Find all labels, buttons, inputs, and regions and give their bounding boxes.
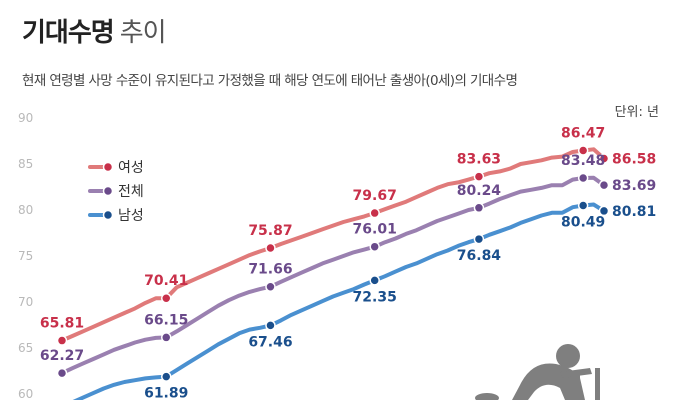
y-tick-label: 60 (18, 387, 33, 400)
series-line-2 (72, 202, 606, 400)
data-point (577, 172, 589, 184)
y-tick-label: 80 (18, 203, 33, 217)
data-label: 75.87 (248, 223, 292, 239)
cane-left (575, 370, 580, 400)
elderly-with-cane-figure (475, 344, 600, 400)
data-label: 83.63 (457, 152, 501, 168)
data-labels: 65.81 70.41 75.87 79.67 83.63 86.47 86.58 62.27… (40, 125, 656, 400)
data-point (369, 207, 380, 219)
data-label-last: 80.81 (612, 204, 656, 220)
figure-body (512, 363, 585, 400)
data-point (160, 371, 172, 382)
data-label: 61.89 (144, 386, 188, 400)
data-point (577, 145, 589, 156)
series-lines (56, 145, 610, 400)
y-tick-label: 75 (18, 249, 33, 263)
y-axis: 60 65 70 75 80 85 90 (18, 111, 33, 400)
data-label: 80.49 (561, 214, 605, 230)
unit-label: 단위: 년 (614, 105, 659, 120)
legend-label: 남성 (118, 208, 144, 224)
data-point (473, 233, 485, 245)
cane-right (595, 368, 600, 400)
data-label: 67.46 (248, 334, 292, 350)
data-label: 79.67 (353, 188, 397, 204)
data-label: 83.48 (561, 153, 605, 169)
y-tick-label: 70 (18, 295, 33, 309)
data-point-last (598, 179, 610, 191)
data-point (265, 281, 276, 292)
data-point (473, 202, 485, 214)
data-label: 86.47 (561, 125, 605, 141)
data-point (56, 335, 68, 346)
chart-title: 기대수명 추이 (22, 12, 167, 49)
legend-dot (102, 161, 114, 173)
data-label: 70.41 (144, 273, 188, 289)
data-label: 76.01 (353, 222, 397, 238)
chart-title-sub: 추이 (119, 18, 167, 48)
legend-dot (102, 209, 114, 221)
data-label: 72.35 (353, 289, 397, 305)
legend-dot (102, 185, 114, 197)
data-label: 71.66 (248, 262, 292, 278)
chart-title-main: 기대수명 (22, 18, 115, 48)
data-point (369, 275, 380, 286)
series-line-0 (60, 147, 606, 343)
data-point (160, 332, 172, 343)
data-label: 76.84 (457, 248, 502, 264)
data-label: 62.27 (40, 348, 84, 364)
data-label: 66.15 (144, 312, 188, 328)
data-point (577, 200, 589, 211)
legend-label: 여성 (118, 160, 144, 176)
data-point (160, 292, 172, 304)
data-label-last: 83.69 (612, 178, 656, 194)
data-label: 65.81 (40, 316, 84, 332)
chart-subtitle: 현재 연령별 사망 수준이 유지된다고 가정했을 때 해당 연도에 태어난 출생… (22, 73, 518, 89)
y-tick-label: 90 (18, 111, 33, 125)
legend-label: 전체 (118, 184, 144, 200)
data-label: 80.24 (457, 183, 502, 199)
data-point-last (598, 153, 610, 164)
y-tick-label: 85 (18, 157, 33, 171)
figure-head (556, 344, 580, 368)
data-point (265, 242, 276, 254)
data-point (473, 171, 485, 182)
series-line-1 (60, 175, 606, 376)
data-point (265, 320, 276, 331)
y-tick-label: 65 (18, 341, 33, 355)
data-label-last: 86.58 (612, 151, 656, 167)
data-point (56, 367, 68, 379)
data-point (369, 241, 380, 252)
data-point-last (598, 205, 610, 217)
figure-foot (475, 393, 499, 400)
